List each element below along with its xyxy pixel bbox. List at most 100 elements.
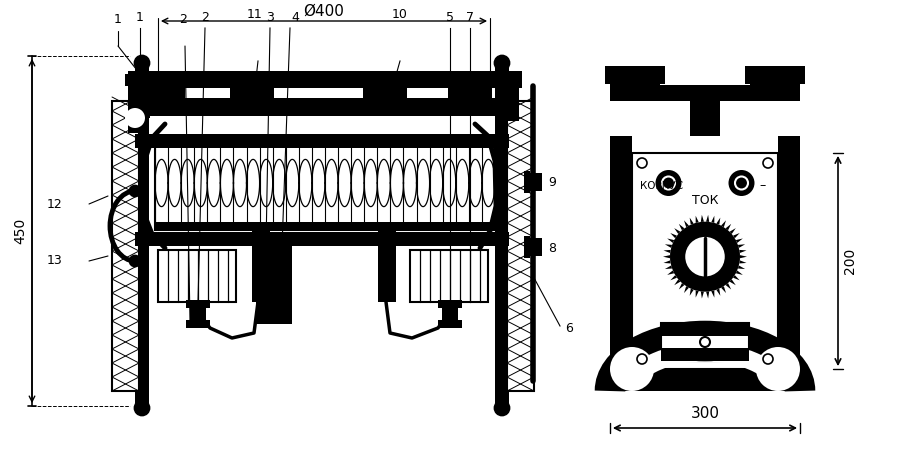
Polygon shape bbox=[701, 291, 704, 298]
Bar bbox=[605, 66, 665, 84]
Bar bbox=[155, 136, 495, 230]
Bar bbox=[690, 86, 720, 136]
Polygon shape bbox=[725, 283, 731, 289]
Polygon shape bbox=[738, 266, 745, 269]
Text: 10: 10 bbox=[392, 8, 408, 21]
Bar bbox=[610, 85, 800, 101]
Text: 3: 3 bbox=[266, 11, 274, 24]
Bar bbox=[524, 171, 530, 193]
Bar bbox=[128, 71, 522, 86]
Text: 4: 4 bbox=[291, 11, 299, 24]
Bar bbox=[662, 323, 749, 361]
Circle shape bbox=[130, 256, 140, 266]
Circle shape bbox=[655, 170, 681, 196]
Bar bbox=[252, 226, 270, 302]
Polygon shape bbox=[689, 218, 694, 225]
Polygon shape bbox=[733, 233, 740, 238]
Bar bbox=[528, 173, 542, 191]
Bar bbox=[610, 136, 632, 391]
Text: –: – bbox=[760, 179, 766, 192]
Text: Ø400: Ø400 bbox=[303, 3, 345, 19]
Bar bbox=[378, 226, 396, 302]
Circle shape bbox=[756, 347, 800, 391]
Circle shape bbox=[662, 177, 675, 189]
Circle shape bbox=[700, 337, 710, 347]
Bar bbox=[190, 300, 206, 324]
Polygon shape bbox=[739, 260, 746, 263]
Bar bbox=[507, 101, 534, 391]
Polygon shape bbox=[711, 290, 715, 298]
Polygon shape bbox=[725, 224, 731, 230]
Polygon shape bbox=[721, 286, 726, 293]
Bar bbox=[610, 66, 660, 101]
Bar bbox=[135, 63, 149, 408]
Bar bbox=[155, 222, 495, 230]
Polygon shape bbox=[736, 238, 742, 243]
Polygon shape bbox=[738, 244, 745, 248]
Text: 300: 300 bbox=[690, 406, 719, 421]
Polygon shape bbox=[740, 255, 747, 258]
Bar bbox=[442, 300, 458, 324]
Circle shape bbox=[130, 186, 140, 196]
Polygon shape bbox=[739, 250, 746, 253]
Bar bbox=[750, 66, 800, 101]
Text: 8: 8 bbox=[548, 241, 556, 255]
Bar bbox=[662, 348, 749, 361]
Text: 9: 9 bbox=[548, 177, 556, 189]
Bar bbox=[438, 320, 462, 328]
Bar bbox=[141, 84, 185, 98]
Polygon shape bbox=[716, 218, 720, 225]
Circle shape bbox=[685, 237, 724, 277]
Text: 11: 11 bbox=[248, 8, 263, 21]
Polygon shape bbox=[711, 216, 715, 223]
Text: ТОК: ТОК bbox=[692, 194, 718, 207]
Text: КОРПУС: КОРПУС bbox=[640, 181, 683, 191]
Text: 2: 2 bbox=[179, 13, 187, 26]
Polygon shape bbox=[716, 288, 720, 296]
Polygon shape bbox=[706, 291, 709, 298]
Bar bbox=[528, 238, 542, 256]
Bar bbox=[448, 84, 492, 98]
Bar bbox=[128, 83, 138, 133]
Polygon shape bbox=[706, 215, 709, 222]
Bar bbox=[128, 81, 142, 121]
Polygon shape bbox=[736, 270, 742, 275]
Polygon shape bbox=[663, 250, 670, 253]
Bar bbox=[236, 94, 268, 116]
Bar bbox=[128, 89, 166, 101]
Polygon shape bbox=[670, 233, 677, 238]
Circle shape bbox=[728, 170, 754, 196]
Circle shape bbox=[135, 56, 149, 70]
Bar bbox=[632, 153, 778, 369]
Bar bbox=[410, 250, 488, 302]
Circle shape bbox=[495, 401, 509, 415]
Text: 6: 6 bbox=[565, 323, 573, 336]
Text: 1: 1 bbox=[136, 11, 144, 24]
Polygon shape bbox=[721, 220, 726, 227]
Text: 450: 450 bbox=[13, 218, 27, 244]
Polygon shape bbox=[663, 255, 670, 258]
Bar bbox=[158, 250, 236, 302]
Bar bbox=[662, 323, 749, 336]
Bar bbox=[438, 300, 462, 308]
Bar bbox=[147, 94, 179, 116]
Bar bbox=[495, 98, 509, 116]
Bar bbox=[128, 83, 522, 88]
Circle shape bbox=[495, 56, 509, 70]
Polygon shape bbox=[730, 279, 736, 285]
Bar bbox=[135, 134, 509, 148]
Bar bbox=[256, 238, 292, 324]
Text: 1: 1 bbox=[114, 13, 122, 26]
Bar bbox=[135, 98, 149, 116]
Circle shape bbox=[125, 108, 145, 128]
Polygon shape bbox=[733, 275, 740, 280]
Text: 5: 5 bbox=[446, 11, 454, 24]
Text: 12: 12 bbox=[47, 198, 63, 210]
Bar bbox=[454, 94, 486, 116]
Polygon shape bbox=[696, 290, 698, 298]
Polygon shape bbox=[696, 216, 698, 223]
Bar bbox=[495, 63, 509, 408]
Bar bbox=[186, 320, 210, 328]
Polygon shape bbox=[667, 238, 674, 243]
Polygon shape bbox=[670, 275, 677, 280]
